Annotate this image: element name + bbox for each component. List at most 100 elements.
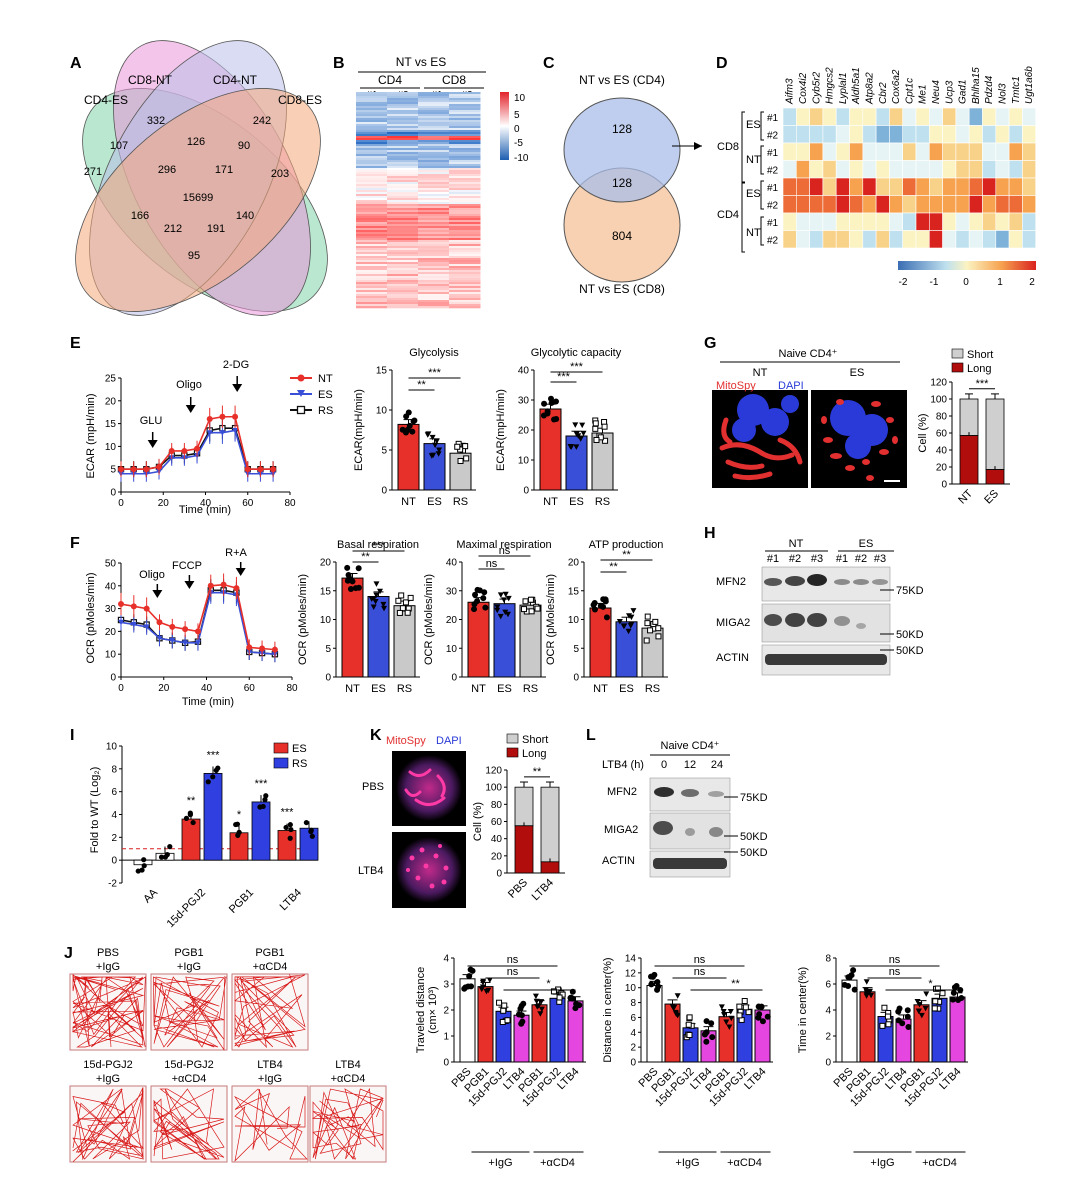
category-label: NT — [543, 496, 558, 508]
data-dot — [519, 1018, 526, 1025]
heatmap-cell — [387, 246, 419, 249]
heatmap-cell — [387, 204, 419, 207]
data-dot — [528, 608, 535, 615]
heatmap-cell — [449, 198, 481, 201]
heatmap-cell — [356, 124, 388, 127]
data-dot — [396, 609, 403, 616]
heatmap-cell — [849, 212, 864, 231]
venn-set-label: CD8-ES — [278, 93, 322, 107]
heatmap-cell — [449, 188, 481, 191]
heatmap-cell — [915, 212, 930, 231]
heatmap-cell — [387, 228, 419, 231]
data-dot — [845, 983, 852, 990]
heatmap-cell — [356, 166, 388, 169]
venn-c-count: 128 — [612, 122, 632, 136]
panel-c-venn: NT vs ES (CD4) 128 128 804 NT vs ES (CD8… — [563, 73, 702, 296]
data-dot — [502, 609, 509, 616]
heatmap-cell — [418, 136, 450, 139]
data-point — [143, 605, 150, 612]
data-point — [156, 463, 163, 470]
movement-track — [311, 1087, 385, 1160]
heatmap-cell — [356, 162, 388, 165]
y-tick-label: 0 — [443, 1058, 449, 1069]
heatmap-cell — [387, 302, 419, 305]
heatmap-cell — [418, 164, 450, 167]
heatmap-cell — [995, 125, 1010, 144]
data-dot — [213, 767, 219, 773]
y-tick-label: 120 — [485, 766, 502, 777]
significance-label: ns — [507, 954, 519, 966]
data-dot — [235, 832, 241, 838]
track-treatment: +IgG — [96, 1073, 120, 1085]
heatmap-cell — [915, 230, 930, 249]
heatmap-cell — [449, 232, 481, 235]
venn-c-top-label: NT vs ES (CD4) — [579, 73, 665, 87]
data-dot — [949, 996, 956, 1003]
y-tick-label: 5 — [573, 644, 579, 655]
panel-i-bar-chart: Fold to WT (Log₂) -20246810AA*****15d-PG… — [89, 742, 319, 930]
data-dot — [904, 1007, 911, 1014]
heatmap-cell — [418, 214, 450, 217]
heatmap-cell — [356, 274, 388, 277]
data-dot — [260, 803, 266, 810]
heatmap-cell — [418, 204, 450, 207]
heatmap-cell — [449, 266, 481, 269]
heatmap-cell — [418, 144, 450, 147]
heatmap-cell — [418, 168, 450, 171]
heatmap-cell — [356, 126, 388, 129]
heatmap-cell — [449, 302, 481, 305]
heatmap-cell — [356, 226, 388, 229]
data-dot — [425, 431, 432, 437]
data-dot — [190, 819, 196, 826]
heatmap-cell — [356, 302, 388, 305]
data-dot — [283, 824, 289, 831]
injection-label: FCCP — [172, 560, 202, 572]
significance-label: ns — [694, 954, 706, 966]
panel-j-bar-charts: 01234PBSPGB115d-PGJ2LTB4PGB115d-PGJ2LTB4… — [415, 954, 968, 1169]
gene-label: Tmtc1 — [1011, 76, 1022, 104]
heatmap-cell — [449, 292, 481, 295]
heatmap-cell — [449, 118, 481, 121]
heatmap-cell — [449, 264, 481, 267]
bar-long — [959, 435, 979, 485]
heatmap-cell — [982, 212, 997, 231]
data-point — [143, 466, 150, 473]
heatmap-cell — [387, 260, 419, 263]
data-dot — [486, 977, 493, 984]
category-label: AA — [141, 886, 160, 905]
data-dot — [591, 600, 598, 607]
heatmap-cell — [356, 100, 388, 103]
heatmap-cell — [942, 177, 957, 196]
heatmap-cell — [418, 248, 450, 251]
venn-c-count: 804 — [612, 229, 632, 243]
data-dot — [951, 984, 958, 991]
heatmap-cell — [356, 200, 388, 203]
data-point — [219, 430, 226, 436]
data-dot — [922, 1005, 929, 1012]
heatmap-cell — [356, 136, 388, 139]
heatmap-cell — [968, 230, 983, 249]
significance-label: *** — [557, 371, 571, 383]
heatmap-cell — [387, 162, 419, 165]
injection-label: Oligo — [139, 569, 165, 581]
heatmap-cell — [356, 270, 388, 273]
y-tick-label: 40 — [491, 834, 503, 845]
data-dot — [406, 422, 413, 429]
heatmap-cell — [387, 102, 419, 105]
data-dot — [550, 988, 557, 995]
bar-short — [514, 786, 534, 827]
x-tick-label: 60 — [242, 498, 254, 509]
gene-label: Gad1 — [958, 80, 969, 104]
venn-count: 296 — [158, 164, 176, 176]
heatmap-cell — [449, 178, 481, 181]
heatmap-cell — [387, 112, 419, 115]
group-label: +IgG — [870, 1157, 894, 1169]
replicate-label: #2 — [767, 166, 779, 177]
stain-label-mitospy: MitoSpy — [386, 735, 426, 747]
data-dot — [567, 444, 574, 450]
gene-label: Nol3 — [997, 83, 1008, 104]
heatmap-cell — [387, 216, 419, 219]
data-point — [232, 427, 239, 434]
data-dot — [709, 1034, 716, 1041]
data-dot — [500, 597, 507, 603]
